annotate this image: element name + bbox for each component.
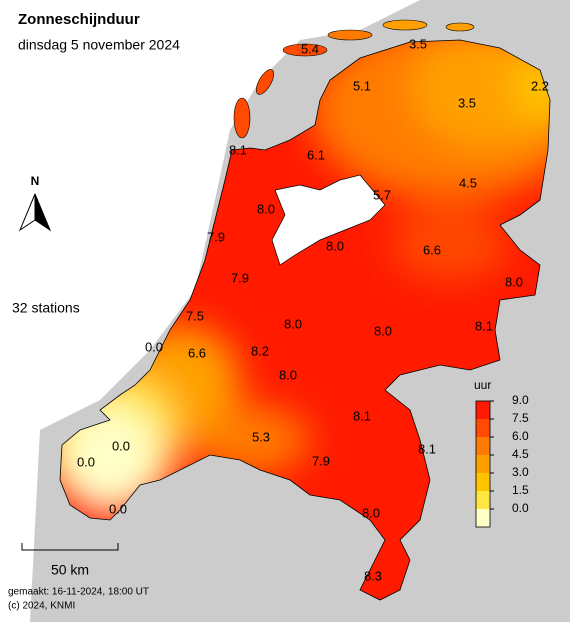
- station-value: 3.5: [458, 95, 476, 110]
- copyright: (c) 2024, KNMI: [8, 601, 75, 612]
- station-value: 6.1: [307, 147, 325, 162]
- station-value: 8.0: [326, 238, 344, 253]
- legend-swatch: [476, 473, 490, 491]
- legend: 9.0 7.5 6.0 4.5 3.0 1.5 0.0: [475, 393, 529, 528]
- station-value: 8.2: [251, 343, 269, 358]
- station-value: 2.2: [531, 78, 549, 93]
- station-value: 8.1: [229, 142, 247, 157]
- legend-swatch: [476, 401, 490, 419]
- station-value: 5.3: [252, 429, 270, 444]
- legend-label: 3.0: [512, 465, 529, 479]
- station-value: 6.6: [423, 242, 441, 257]
- legend-label: 7.5: [512, 411, 529, 425]
- legend-label: 9.0: [512, 393, 529, 407]
- legend-label: 1.5: [512, 483, 529, 497]
- stations: 5.4 3.5 5.1 3.5 2.2 8.1 6.1 5.7 4.5 8.0 7.9 8.0 6.6 7…: [77, 36, 549, 583]
- station-value: 8.0: [279, 367, 297, 382]
- sea: [0, 0, 420, 622]
- subtitle: dinsdag 5 november 2024: [18, 37, 180, 53]
- legend-label: 6.0: [512, 429, 529, 443]
- station-value: 8.1: [475, 318, 493, 333]
- station-value: 7.9: [312, 453, 330, 468]
- station-value: 5.1: [353, 78, 371, 93]
- station-value: 8.0: [362, 505, 380, 520]
- station-value: 7.9: [231, 270, 249, 285]
- title: Zonneschijnduur: [18, 11, 140, 28]
- north-label: N: [31, 174, 40, 188]
- station-value: 8.1: [353, 408, 371, 423]
- station-count: 32 stations: [12, 300, 80, 316]
- legend-frame: [475, 400, 491, 528]
- scale-bar: [21, 543, 119, 551]
- border: [59, 39, 551, 601]
- legend-label: 0.0: [512, 501, 529, 515]
- station-value: 8.0: [374, 323, 392, 338]
- made-date: gemaakt: 16-11-2024, 18:00 UT: [8, 587, 149, 598]
- station-value: 0.0: [109, 501, 127, 516]
- station-value: 5.4: [301, 41, 319, 56]
- station-value: 8.0: [257, 201, 275, 216]
- legend-swatch: [476, 509, 490, 527]
- station-value: 0.0: [145, 339, 163, 354]
- station-value: 8.3: [364, 568, 382, 583]
- station-value: 8.0: [284, 316, 302, 331]
- legend-label: 4.5: [512, 447, 529, 461]
- station-value: 8.0: [505, 274, 523, 289]
- scale-label: 50 km: [51, 562, 89, 578]
- wadden-islands: [233, 19, 475, 139]
- station-value: 4.5: [459, 175, 477, 190]
- station-value: 0.0: [77, 454, 95, 469]
- north-arrow: N: [18, 174, 52, 232]
- legend-swatch: [476, 419, 490, 437]
- ijsselmeer: [271, 174, 386, 266]
- legend-swatch: [476, 491, 490, 509]
- legend-swatch: [476, 437, 490, 455]
- station-value: 7.9: [207, 229, 225, 244]
- legend-unit: uur: [474, 378, 491, 392]
- station-value: 6.6: [188, 345, 206, 360]
- legend-swatch: [476, 455, 490, 473]
- station-value: 0.0: [112, 438, 130, 453]
- station-value: 7.5: [186, 308, 204, 323]
- station-value: 5.7: [373, 187, 391, 202]
- station-value: 8.1: [418, 441, 436, 456]
- station-value: 3.5: [409, 36, 427, 51]
